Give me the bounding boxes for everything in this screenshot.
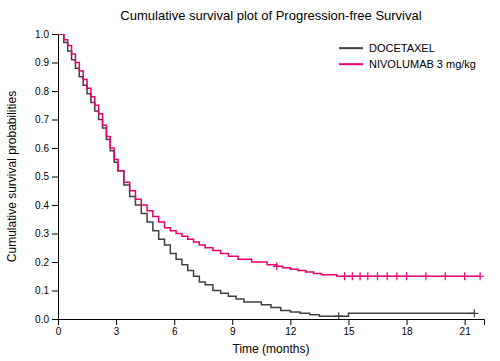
legend-swatch (339, 63, 363, 65)
legend-swatch (339, 47, 363, 49)
tick-mark (52, 91, 58, 92)
tick-label: 6 (172, 326, 178, 337)
censor-mark (273, 262, 281, 270)
censor-mark (476, 272, 484, 280)
censor-mark (341, 272, 349, 280)
x-axis: 0 3 6 9 12 15 18 21 (56, 319, 485, 337)
legend-label: DOCETAXEL (369, 42, 435, 54)
tick-label: 0.5 (35, 171, 49, 182)
tick-mark (52, 262, 58, 263)
tick: 9 (230, 319, 236, 337)
legend: DOCETAXEL NIVOLUMAB 3 mg/kg (339, 42, 476, 70)
chart: 0369121518210.00.10.20.30.40.50.60.70.80… (0, 0, 500, 361)
tick-label: 15 (343, 326, 355, 337)
tick: 6 (172, 319, 178, 337)
tick-mark (174, 319, 175, 325)
km-curve (58, 34, 474, 316)
tick-label: 0.6 (35, 143, 49, 154)
tick-mark (407, 319, 408, 325)
tick: 0.7 (35, 114, 58, 125)
censor-mark (364, 272, 372, 280)
censor-mark (348, 272, 356, 280)
tick: 18 (401, 319, 413, 337)
tick-mark (52, 177, 58, 178)
tick-label: 0.0 (35, 314, 49, 325)
tick-label: 0.3 (35, 228, 49, 239)
tick: 0.3 (35, 228, 58, 239)
x-axis-title: Time (months) (233, 342, 310, 356)
censor-mark (422, 272, 430, 280)
tick: 0.4 (35, 200, 58, 211)
legend-item: DOCETAXEL (339, 42, 435, 54)
tick: 0.1 (35, 285, 58, 296)
tick: 1.0 (35, 29, 58, 40)
tick-mark (465, 319, 466, 325)
censor-mark (374, 272, 382, 280)
tick: 0.8 (35, 86, 58, 97)
tick-label: 0.8 (35, 86, 49, 97)
censor-mark (403, 272, 411, 280)
censor-mark (383, 272, 391, 280)
censor-mark (335, 312, 343, 319)
tick: 0.0 (35, 314, 58, 325)
tick-mark (52, 319, 58, 320)
tick: 0.2 (35, 257, 58, 268)
y-axis-title: Cumulative survival probabilities (5, 91, 19, 262)
tick-label: 0.7 (35, 114, 49, 125)
tick-mark (52, 234, 58, 235)
tick: 21 (460, 319, 472, 337)
tick-mark (52, 205, 58, 206)
tick-mark (52, 148, 58, 149)
tick-label: 0.2 (35, 257, 49, 268)
tick: 12 (285, 319, 297, 337)
tick-label: 12 (285, 326, 297, 337)
title: Cumulative survival plot of Progression-… (120, 8, 421, 23)
tick-mark (52, 291, 58, 292)
tick-label: 18 (401, 326, 413, 337)
censor-mark (393, 272, 401, 280)
tick-label: 3 (114, 326, 120, 337)
tick: 0.6 (35, 143, 58, 154)
tick-mark (232, 319, 233, 325)
tick-mark (52, 34, 58, 35)
censor-mark (470, 309, 478, 317)
censor-mark (356, 272, 364, 280)
censor-mark (461, 272, 469, 280)
tick: 0.9 (35, 57, 58, 68)
y-axis: 0.0 0.1 0.2 0.3 0.4 0.5 0.6 0.7 0.8 0.9 1.0 (35, 29, 58, 325)
tick-mark (52, 120, 58, 121)
tick: 0 (56, 319, 62, 337)
y-axis-domain (52, 35, 59, 320)
tick-label: 9 (230, 326, 236, 337)
tick-label: 0.9 (35, 57, 49, 68)
plot-area (58, 34, 484, 319)
km-curve (58, 34, 480, 276)
censor-mark (441, 272, 449, 280)
tick: 3 (114, 319, 120, 337)
tick-label: 0.4 (35, 200, 49, 211)
tick-mark (290, 319, 291, 325)
tick-mark (116, 319, 117, 325)
tick-label: 21 (460, 326, 472, 337)
tick-mark (348, 319, 349, 325)
tick-mark (52, 63, 58, 64)
tick: 0.5 (35, 171, 58, 182)
x-axis-domain (59, 320, 485, 326)
tick-label: 0.1 (35, 285, 49, 296)
legend-label: NIVOLUMAB 3 mg/kg (369, 58, 476, 70)
tick-label: 0 (56, 326, 62, 337)
tick: 15 (343, 319, 355, 337)
tick-label: 1.0 (35, 29, 49, 40)
legend-item: NIVOLUMAB 3 mg/kg (339, 58, 476, 70)
